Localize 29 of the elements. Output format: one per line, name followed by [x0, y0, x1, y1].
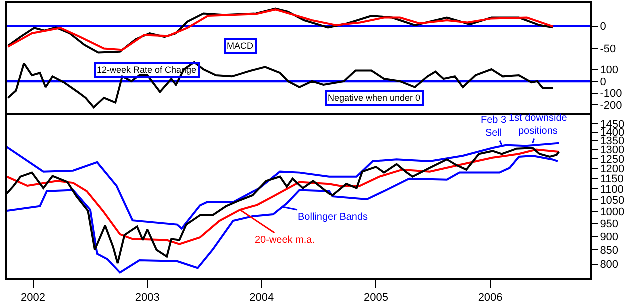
x-tick-label: 2003: [135, 292, 160, 304]
y-tick-label: -200: [600, 100, 622, 112]
x-tick-label: 2005: [364, 292, 388, 304]
y-tick-label: 100: [600, 64, 619, 76]
y-tick-label: 950: [600, 218, 619, 231]
annotation: MACD: [227, 41, 254, 51]
annotation: Feb 3 Sell: [481, 115, 508, 139]
y-tick-label: 1200: [600, 164, 625, 176]
annotation: 20-week m.a.: [255, 235, 316, 246]
x-tick-label: 2006: [478, 292, 503, 304]
annotation: 1st downside positions: [509, 113, 568, 137]
x-tick-label: 2004: [250, 292, 274, 304]
y-tick-label: 1050: [600, 195, 625, 208]
y-tick-label: 0: [600, 76, 606, 88]
y-tick-label: 1150: [600, 174, 624, 186]
y-tick-label: -100: [600, 88, 622, 100]
y-tick-label: 800: [600, 259, 619, 272]
annotation: Negative when under 0: [328, 93, 421, 103]
annotation: Bollinger Bands: [298, 212, 368, 223]
y-tick-label: 850: [600, 244, 619, 257]
line-series: [7, 142, 560, 230]
y-tick-label: 900: [600, 231, 619, 244]
y-tick-label: 0: [600, 21, 606, 34]
y-tick-label: 1100: [600, 184, 624, 196]
y-tick-label: -50: [600, 44, 616, 56]
y-tick-label: 1000: [600, 206, 625, 219]
line-series: [7, 148, 560, 246]
y-tick-label: 1250: [600, 154, 625, 166]
x-tick-label: 2002: [21, 292, 46, 304]
